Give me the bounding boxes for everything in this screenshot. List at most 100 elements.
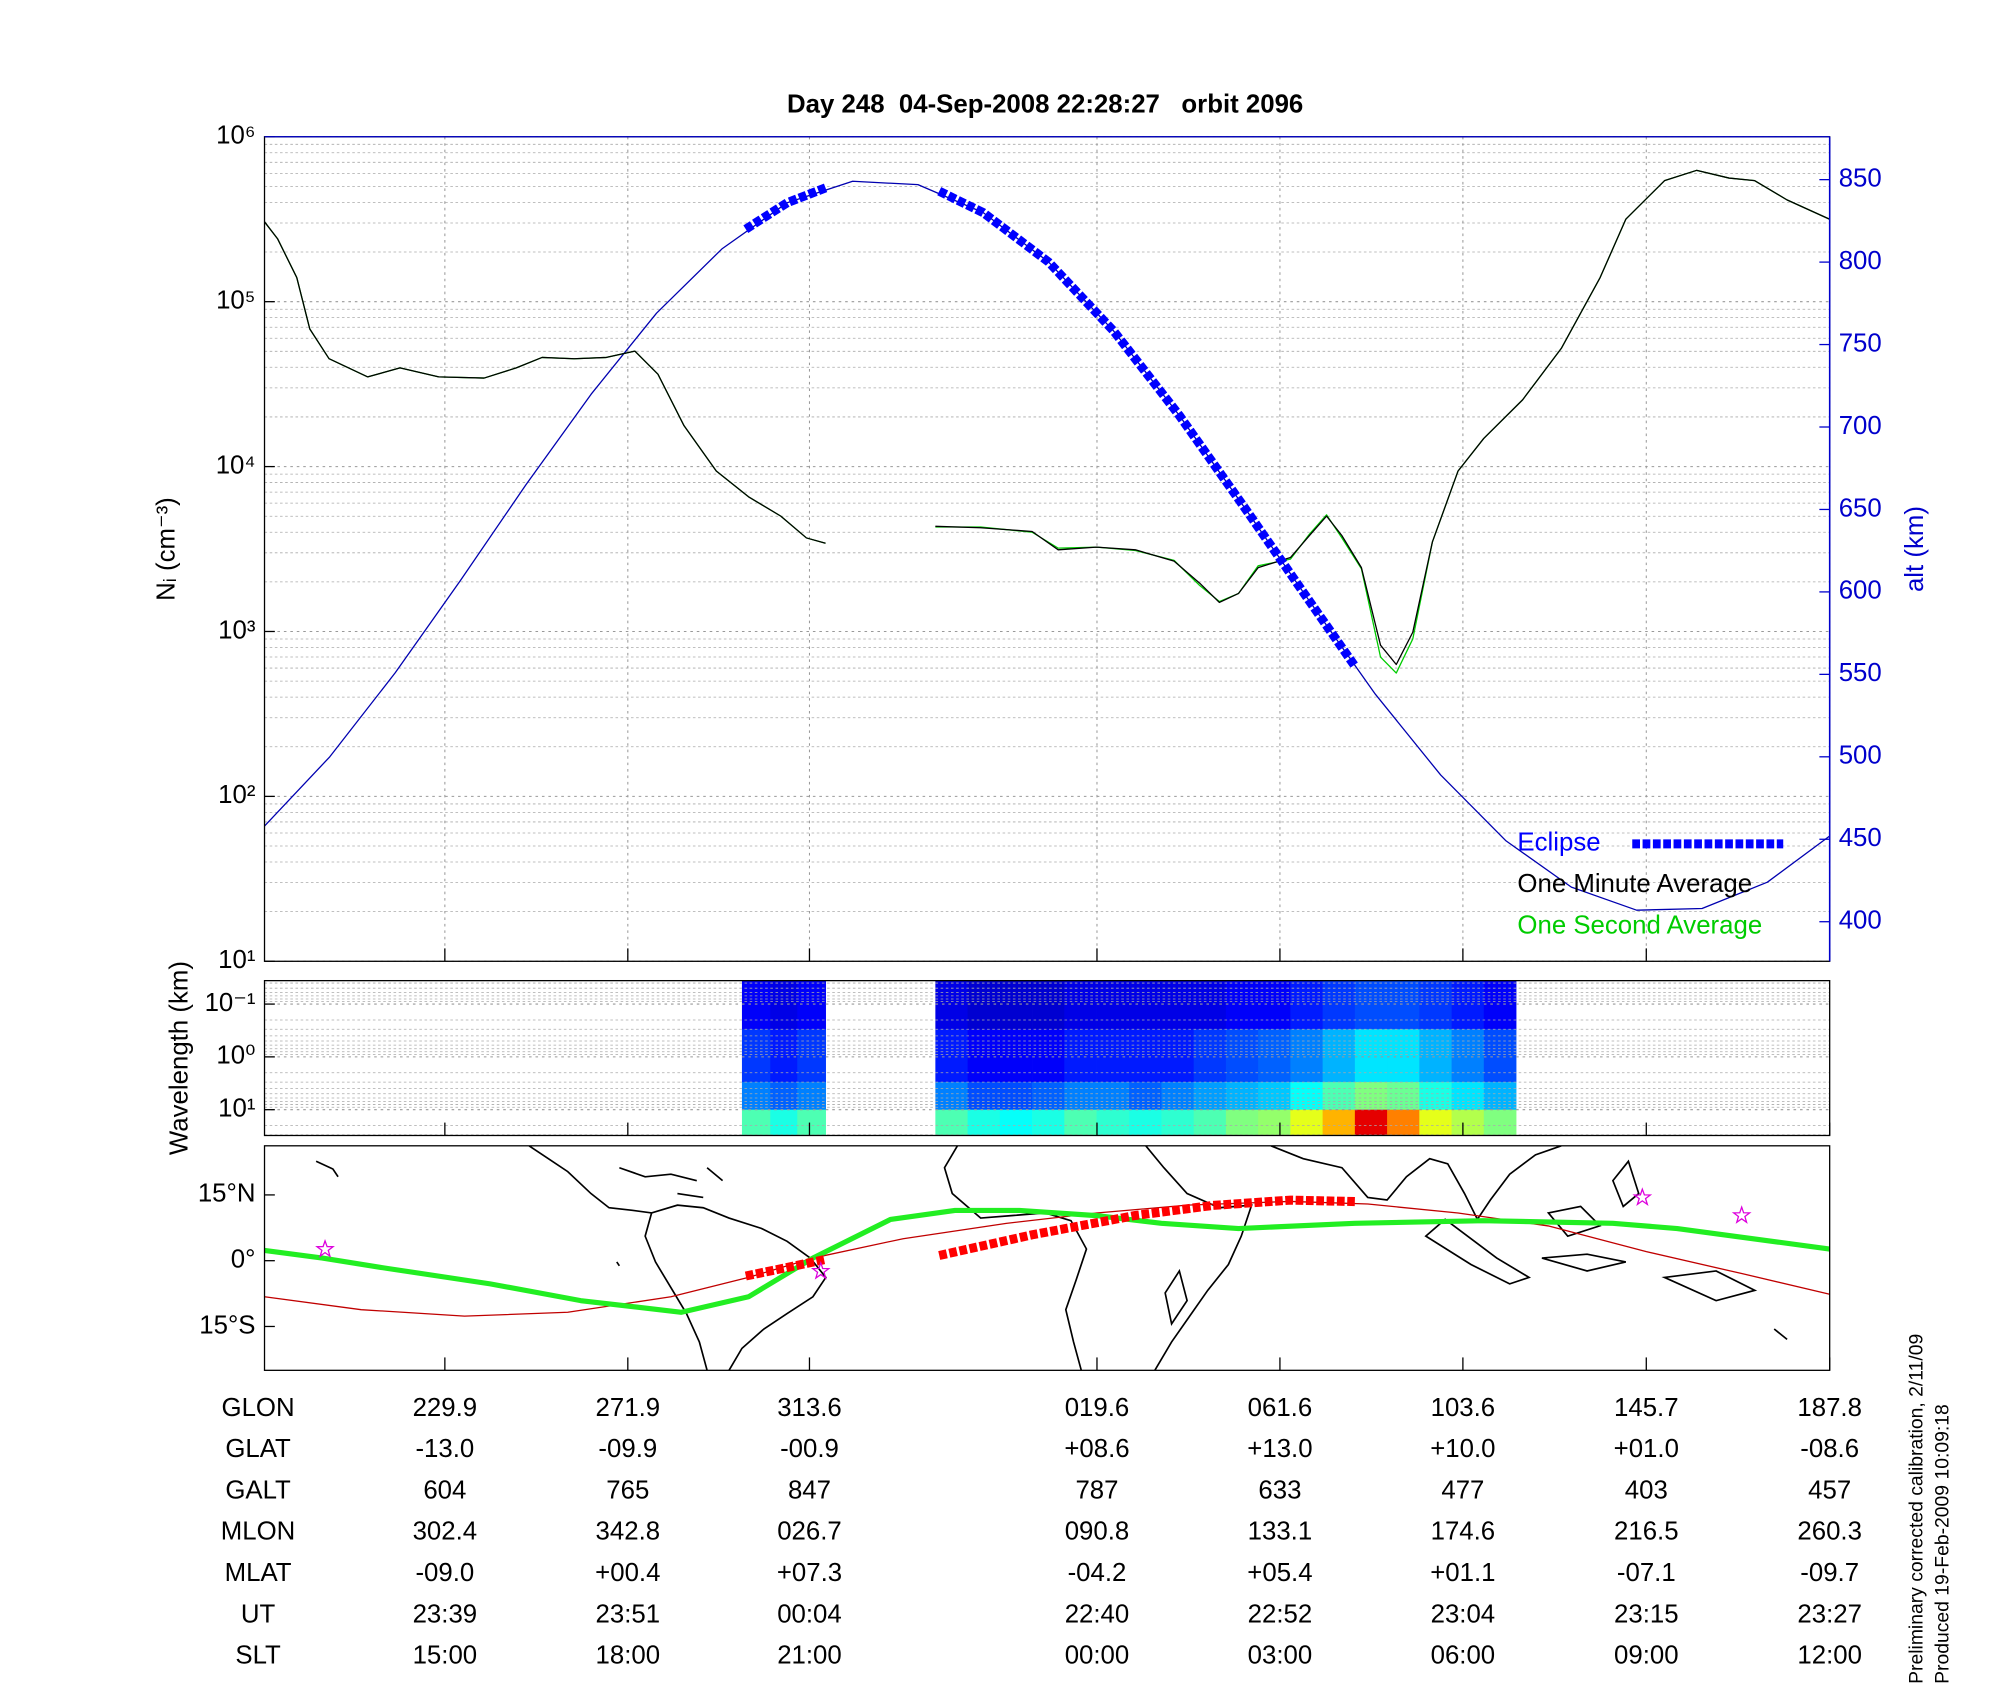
footer-note: Preliminary corrected calibration, 2/11/… xyxy=(1906,1334,1928,1684)
heat-cell xyxy=(999,980,1033,1030)
table-cell: 21:00 xyxy=(777,1642,842,1670)
table-cell: 765 xyxy=(606,1476,649,1504)
heat-cell xyxy=(1290,1109,1324,1136)
table-cell: 00:04 xyxy=(777,1600,842,1628)
heat-cell xyxy=(770,980,798,1030)
heat-cell xyxy=(935,1082,968,1111)
heat-cell xyxy=(1129,980,1162,1030)
table-row-label: GALT xyxy=(225,1476,291,1504)
table-row-label: SLT xyxy=(235,1642,281,1670)
y-tick-label: 10³ xyxy=(218,616,256,644)
table-cell: 342.8 xyxy=(596,1518,661,1546)
table-cell: 15:00 xyxy=(413,1642,478,1670)
table-row-label: MLON xyxy=(221,1518,296,1546)
heat-cell xyxy=(1354,1029,1388,1083)
heat-cell xyxy=(1225,1109,1259,1136)
heat-cell xyxy=(1290,1082,1324,1111)
heat-cell xyxy=(741,1029,771,1083)
heat-cell xyxy=(967,980,1001,1030)
table-cell: 403 xyxy=(1625,1476,1668,1504)
table-cell: +10.0 xyxy=(1430,1435,1495,1463)
data-line xyxy=(264,169,1830,666)
coastline xyxy=(943,1145,1088,1371)
heat-cell xyxy=(1258,1109,1291,1136)
heat-cell xyxy=(1129,1109,1162,1136)
y-tick-label: 600 xyxy=(1839,577,1882,605)
heat-cell xyxy=(1387,1082,1420,1111)
table-cell: 174.6 xyxy=(1431,1518,1496,1546)
table-cell: 271.9 xyxy=(596,1394,661,1422)
heat-cell xyxy=(1354,1109,1388,1136)
heat-cell xyxy=(741,980,771,1030)
y-tick-label: 10⁻¹ xyxy=(205,989,256,1017)
table-cell: -09.7 xyxy=(1800,1559,1859,1587)
heat-cell xyxy=(1225,980,1259,1030)
table-cell: +07.3 xyxy=(777,1559,842,1587)
table-cell: 23:15 xyxy=(1614,1600,1679,1628)
legend-label: One Minute Average xyxy=(1517,870,1752,898)
table-cell: -07.1 xyxy=(1617,1559,1676,1587)
heat-cell xyxy=(1193,1109,1227,1136)
coastline xyxy=(644,1212,708,1371)
heat-cell xyxy=(1032,1109,1065,1136)
heat-cell xyxy=(1258,980,1291,1030)
legend-label: One Second Average xyxy=(1517,911,1762,939)
heat-cell xyxy=(1258,1082,1291,1111)
heat-cell xyxy=(1129,1029,1162,1083)
heat-cell xyxy=(1451,1029,1485,1083)
heat-cell xyxy=(741,1082,771,1111)
heat-cell xyxy=(1161,980,1195,1030)
star-marker xyxy=(315,1238,335,1258)
coastline xyxy=(315,1160,1788,1341)
heat-cell xyxy=(935,980,968,1030)
y-tick-label: 15°N xyxy=(198,1180,256,1208)
table-row-label: UT xyxy=(241,1600,276,1628)
heat-cell xyxy=(1483,980,1517,1030)
heat-cell xyxy=(1387,1029,1420,1083)
y2-axis-label: alt (km) xyxy=(1901,506,1929,592)
heat-cell xyxy=(967,1082,1001,1111)
y-tick-label: 650 xyxy=(1839,494,1882,522)
table-cell: 229.9 xyxy=(413,1394,478,1422)
plot-frame xyxy=(263,1145,1831,1371)
heat-cell xyxy=(1322,1109,1356,1136)
heat-cell xyxy=(1451,980,1485,1030)
coastline xyxy=(619,1166,724,1199)
y-axis-label: Nᵢ (cm⁻³) xyxy=(153,497,181,601)
table-cell: 22:52 xyxy=(1248,1600,1313,1628)
heat-cell xyxy=(741,1109,771,1136)
table-cell: 026.7 xyxy=(777,1518,842,1546)
heat-cell xyxy=(1161,1029,1195,1083)
heat-cell xyxy=(1419,1029,1452,1083)
table-cell: 787 xyxy=(1075,1476,1118,1504)
heat-cell xyxy=(1322,980,1356,1030)
heat-cell xyxy=(999,1029,1033,1083)
heat-cell xyxy=(967,1029,1001,1083)
heat-cell xyxy=(1419,980,1452,1030)
y-tick-label: 10¹ xyxy=(218,1094,256,1122)
heat-cell xyxy=(1354,980,1388,1030)
heat-cell xyxy=(1064,1109,1097,1136)
table-cell: 061.6 xyxy=(1248,1394,1313,1422)
heat-cell xyxy=(1483,1109,1517,1136)
heat-cell xyxy=(1193,1082,1227,1111)
table-cell: -09.9 xyxy=(598,1435,657,1463)
figure-title: Day 248 04-Sep-2008 22:28:27 orbit 2096 xyxy=(787,91,1303,119)
table-cell: 23:27 xyxy=(1797,1600,1862,1628)
heat-cell xyxy=(1354,1082,1388,1111)
y-tick-label: 10⁰ xyxy=(216,1042,255,1070)
table-cell: 23:04 xyxy=(1431,1600,1496,1628)
y-tick-label: 10¹ xyxy=(218,946,256,974)
heat-cell xyxy=(1129,1082,1162,1111)
heat-cell xyxy=(1419,1082,1452,1111)
table-cell: +01.0 xyxy=(1614,1435,1679,1463)
heat-cell xyxy=(1096,1082,1130,1111)
y-tick-label: 800 xyxy=(1839,247,1882,275)
table-cell: +00.4 xyxy=(595,1559,660,1587)
heat-cell xyxy=(1032,1029,1065,1083)
table-cell: -13.0 xyxy=(415,1435,474,1463)
heat-cell xyxy=(1096,980,1130,1030)
heat-cell xyxy=(1225,1029,1259,1083)
